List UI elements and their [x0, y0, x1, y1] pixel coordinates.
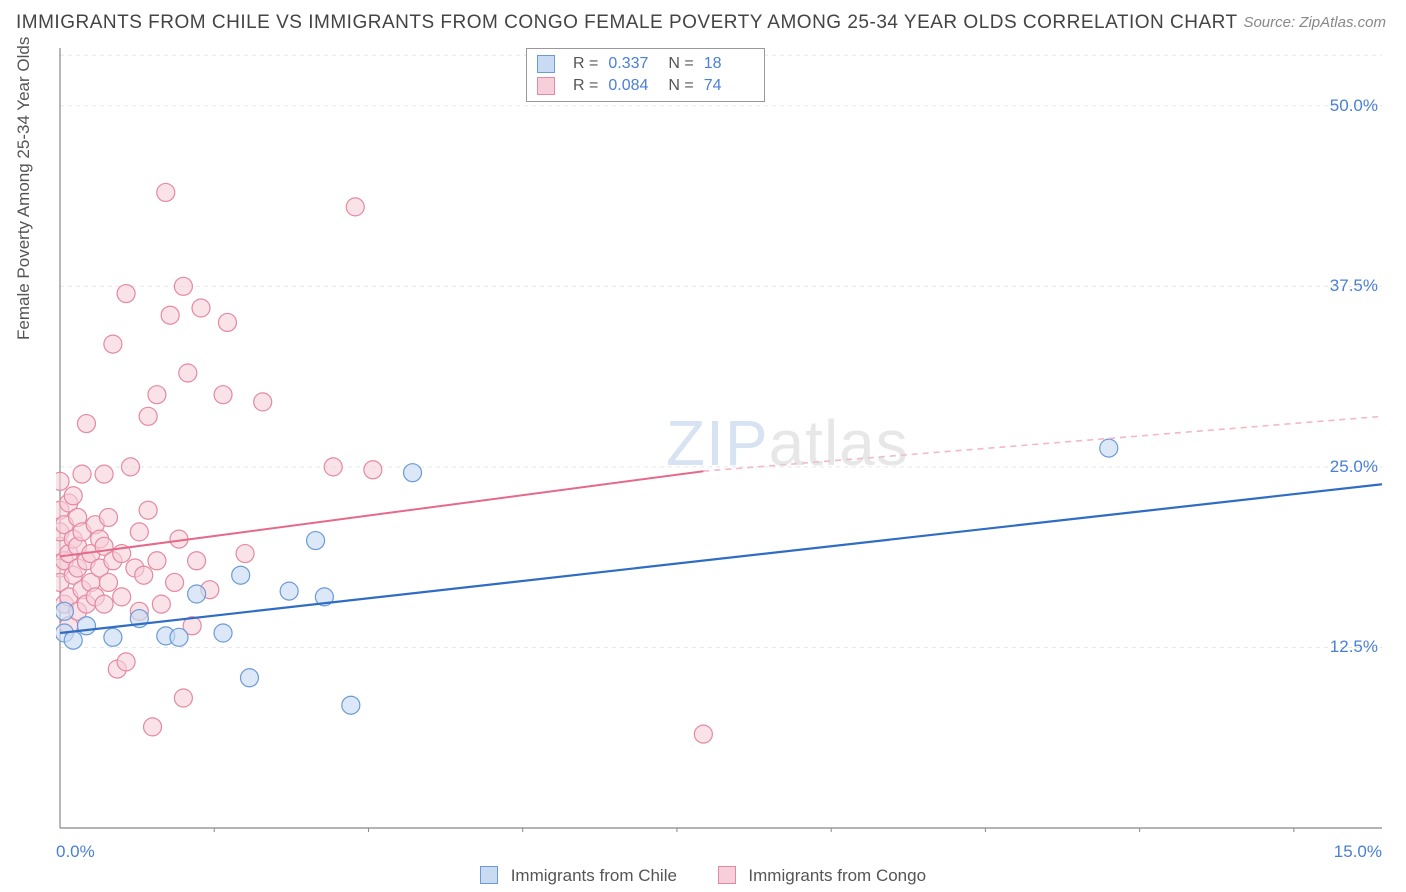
y-tick-label: 25.0%	[1330, 457, 1378, 477]
legend-label: Immigrants from Congo	[748, 866, 926, 885]
swatch-chile-icon	[480, 866, 498, 884]
y-tick-label: 12.5%	[1330, 637, 1378, 657]
x-tick-label: 0.0%	[56, 842, 95, 862]
scatter-plot	[56, 46, 1386, 832]
stats-legend: R = 0.337 N = 18 R = 0.084 N = 74	[526, 48, 765, 102]
y-axis-label: Female Poverty Among 25-34 Year Olds	[14, 37, 34, 340]
chart-title: IMMIGRANTS FROM CHILE VS IMMIGRANTS FROM…	[16, 12, 1238, 34]
y-tick-label: 50.0%	[1330, 96, 1378, 116]
source-label: Source: ZipAtlas.com	[1243, 14, 1386, 31]
bottom-legend: Immigrants from Chile Immigrants from Co…	[0, 866, 1406, 886]
stat-n-value: 74	[704, 77, 754, 95]
legend-item-chile: Immigrants from Chile	[480, 866, 682, 885]
x-tick-label: 15.0%	[1334, 842, 1382, 862]
swatch-chile-icon	[537, 55, 555, 73]
swatch-congo-icon	[718, 866, 736, 884]
stat-r-label: R =	[573, 77, 598, 95]
stat-r-value: 0.084	[608, 77, 658, 95]
stat-r-label: R =	[573, 55, 598, 73]
legend-label: Immigrants from Chile	[511, 866, 677, 885]
legend-item-congo: Immigrants from Congo	[718, 866, 926, 885]
stat-n-label: N =	[668, 55, 693, 73]
stats-row-congo: R = 0.084 N = 74	[537, 75, 754, 97]
stat-n-label: N =	[668, 77, 693, 95]
stats-row-chile: R = 0.337 N = 18	[537, 53, 754, 75]
chart-area: R = 0.337 N = 18 R = 0.084 N = 74 ZIPatl…	[56, 46, 1386, 832]
y-tick-label: 37.5%	[1330, 276, 1378, 296]
stat-n-value: 18	[704, 55, 754, 73]
stat-r-value: 0.337	[608, 55, 658, 73]
swatch-congo-icon	[537, 77, 555, 95]
